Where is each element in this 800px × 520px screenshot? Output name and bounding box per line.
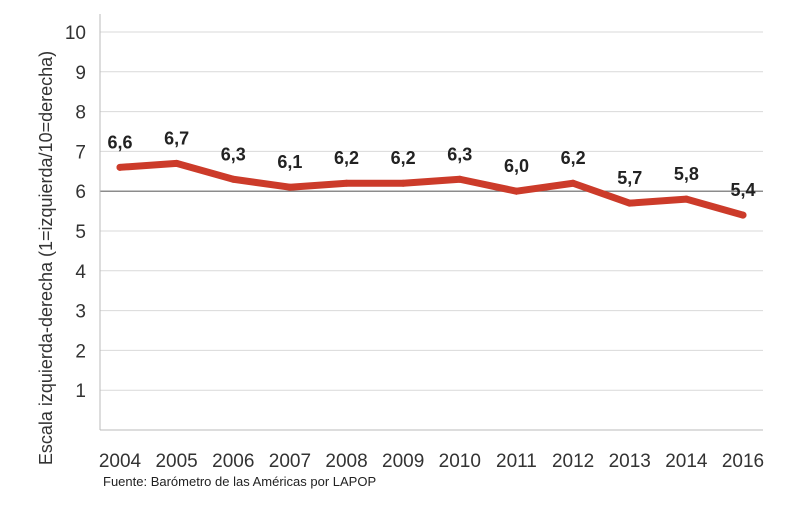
- x-tick-label-2011: 2011: [496, 451, 537, 472]
- x-tick-label-2010: 2010: [439, 451, 481, 472]
- x-tick-labels: 2004 2005 2006 2007 2008 2009 2010 2011 2012 2013…: [99, 451, 764, 472]
- data-point-2006: [229, 175, 237, 183]
- data-label-2004: 6,6: [107, 132, 132, 152]
- data-labels: 6,6 6,7 6,3 6,1 6,2 6,2 6,3 6,0 6,2 5,7 5,8 5,4: [107, 128, 755, 200]
- data-label-2013: 5,7: [617, 168, 642, 188]
- data-point-2004: [116, 163, 124, 171]
- data-label-2011: 6,0: [504, 156, 529, 176]
- x-tick-label-2008: 2008: [325, 451, 367, 472]
- data-point-2010: [456, 175, 464, 183]
- data-point-2011: [512, 187, 520, 195]
- y-tick-label-3: 3: [75, 302, 86, 323]
- data-point-2005: [173, 159, 181, 167]
- x-tick-label-2014: 2014: [665, 451, 708, 472]
- y-tick-label-5: 5: [75, 222, 86, 243]
- data-point-2007: [286, 183, 294, 191]
- x-tick-label-2007: 2007: [269, 451, 311, 472]
- x-tick-label-2013: 2013: [609, 451, 651, 472]
- data-point-2012: [569, 179, 577, 187]
- y-tick-label-8: 8: [75, 103, 86, 124]
- x-tick-label-2004: 2004: [99, 451, 142, 472]
- y-tick-labels: 1 2 3 4 5 6 7 8 9 10: [65, 23, 87, 402]
- y-tick-label-2: 2: [75, 341, 86, 362]
- y-tick-label-6: 6: [75, 182, 86, 203]
- y-tick-label-4: 4: [75, 262, 86, 283]
- y-tick-label-10: 10: [65, 23, 86, 44]
- data-label-2006: 6,3: [221, 144, 246, 164]
- data-point-2016: [739, 211, 747, 219]
- data-point-2013: [626, 199, 634, 207]
- series-line: [116, 159, 747, 219]
- data-point-2014: [682, 195, 690, 203]
- data-label-2008: 6,2: [334, 148, 359, 168]
- y-tick-label-1: 1: [75, 381, 86, 402]
- axes: [99, 14, 763, 431]
- data-label-2010: 6,3: [447, 144, 472, 164]
- data-label-2016: 5,4: [730, 180, 755, 200]
- source-note: Fuente: Barómetro de las Américas por LA…: [103, 474, 377, 489]
- grid-lines: [100, 31, 763, 391]
- x-tick-label-2006: 2006: [212, 451, 254, 472]
- x-tick-label-2016: 2016: [722, 451, 764, 472]
- series-group: [116, 159, 747, 219]
- data-label-2007: 6,1: [277, 152, 302, 172]
- data-point-2009: [399, 179, 407, 187]
- x-tick-label-2005: 2005: [155, 451, 197, 472]
- data-label-2009: 6,2: [391, 148, 416, 168]
- y-tick-label-7: 7: [75, 142, 86, 163]
- data-label-2005: 6,7: [164, 128, 189, 148]
- x-tick-label-2009: 2009: [382, 451, 424, 472]
- y-tick-label-9: 9: [75, 63, 86, 84]
- data-point-2008: [343, 179, 351, 187]
- data-label-2012: 6,2: [561, 148, 586, 168]
- x-tick-label-2012: 2012: [552, 451, 594, 472]
- data-label-2014: 5,8: [674, 164, 699, 184]
- y-axis-label: Escala izquierda-derecha (1=izquierda/10…: [36, 51, 56, 465]
